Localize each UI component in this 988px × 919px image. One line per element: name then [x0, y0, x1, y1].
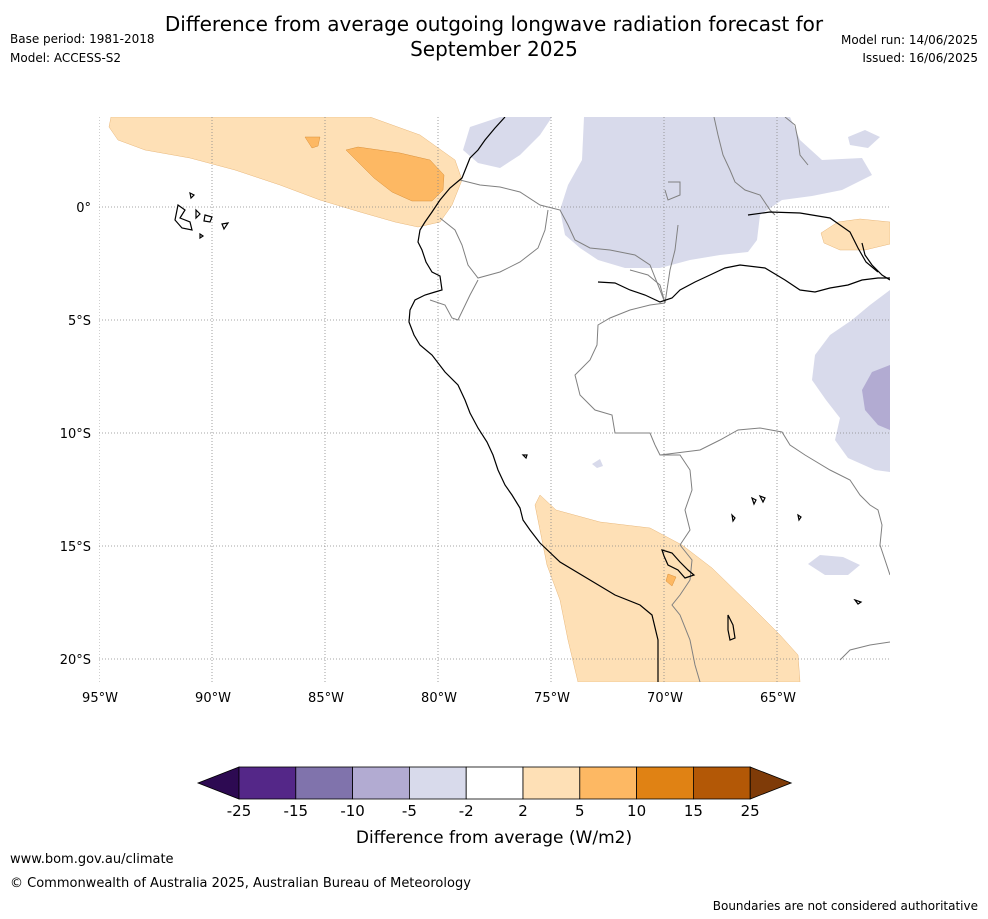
chart-title: Difference from average outgoing longwav…	[0, 12, 988, 62]
anomaly-fills	[108, 117, 890, 682]
lon-label-75w: 75°W	[534, 691, 570, 706]
coast-islands-6	[189, 191, 196, 200]
legend-tick-label: -2	[459, 802, 474, 820]
legend-tick-label: 15	[684, 802, 703, 820]
lake-titicaca	[661, 549, 696, 579]
coast-islands-1	[174, 203, 193, 231]
anomaly-negative-south	[808, 555, 860, 575]
country-borders	[429, 117, 890, 682]
coast-caribbean-1	[861, 242, 890, 281]
footer-copyright: © Commonwealth of Australia 2025, Austra…	[10, 876, 471, 891]
anomaly-negative-peru-small	[592, 459, 603, 468]
legend-tick-label: -15	[284, 802, 309, 820]
lat-label-0: 0°	[76, 201, 91, 216]
coast-islands-2	[195, 208, 201, 220]
lon-label-95w: 95°W	[82, 691, 118, 706]
legend-tick-label: -5	[402, 802, 417, 820]
lat-label-10s: 10°S	[60, 427, 91, 442]
anomaly-positive-andes	[534, 494, 801, 682]
coast-pacific	[408, 117, 659, 682]
legend-tick-label: 2	[518, 802, 528, 820]
legend-title: Difference from average (W/m2)	[356, 828, 632, 848]
title-line-2: September 2025	[410, 37, 578, 61]
anomaly-negative-brazil	[812, 290, 890, 472]
coast-lake-poopo	[727, 614, 736, 641]
graticule	[99, 117, 890, 682]
legend-swatch	[693, 766, 751, 800]
color-legend: -25 -15 -10 -5 -2 2 5 10 15 25 Difference from av…	[196, 766, 793, 848]
legend-tick-label: 25	[741, 802, 760, 820]
legend-swatch	[352, 766, 410, 800]
legend-tick-label: 5	[575, 802, 585, 820]
legend-tick-label: -10	[340, 802, 365, 820]
lat-label-5s: 5°S	[68, 314, 91, 329]
legend-swatch	[408, 766, 467, 800]
legend-swatch	[579, 766, 637, 800]
coast-north-rivers	[747, 211, 879, 273]
anomaly-negative-caribbean	[463, 117, 552, 168]
lat-label-20s: 20°S	[60, 653, 91, 668]
legend-swatch	[238, 766, 297, 800]
anomaly-negative-north-small	[848, 130, 880, 148]
anomaly-negative-brazil-core	[862, 365, 890, 430]
coast-small-2	[853, 598, 863, 605]
anomaly-positive-pacific	[108, 117, 463, 228]
legend-tick-label: -25	[227, 802, 252, 820]
anomaly-positive-amazon	[820, 218, 890, 251]
longitude-labels: 95°W 90°W 85°W 80°W 75°W 70°W 65°W	[82, 691, 796, 706]
coast-amazon-river	[597, 264, 890, 303]
lon-label-80w: 80°W	[421, 691, 457, 706]
anomaly-negative-venezuela	[560, 117, 872, 268]
coast-islands-5	[199, 232, 205, 240]
anomaly-positive-pacific-small	[304, 136, 321, 149]
lat-label-15s: 15°S	[60, 540, 91, 555]
title-line-1: Difference from average outgoing longwav…	[164, 12, 824, 36]
coast-islands-4	[221, 222, 230, 231]
lon-label-90w: 90°W	[195, 691, 231, 706]
footer-url: www.bom.gov.au/climate	[10, 852, 174, 867]
legend-ticks: -25 -15 -10 -5 -2 2 5 10 15 25	[227, 802, 760, 820]
model-label: Model: ACCESS-S2	[10, 51, 122, 65]
map-area	[99, 117, 890, 682]
latitude-labels: 0° 5°S 10°S 15°S 20°S	[60, 201, 91, 668]
legend-swatch	[295, 766, 353, 800]
issued-label: Issued: 16/06/2025	[862, 51, 978, 65]
legend-swatch	[636, 766, 694, 800]
coast-small-lakes	[731, 494, 802, 523]
legend-tick-label: 10	[627, 802, 646, 820]
lon-label-70w: 70°W	[647, 691, 683, 706]
anomaly-positive-pacific-core	[345, 146, 445, 202]
base-period-label: Base period: 1981-2018	[10, 32, 155, 46]
lon-label-85w: 85°W	[308, 691, 344, 706]
legend-swatches	[196, 766, 793, 800]
coastlines	[174, 117, 890, 682]
anomaly-positive-andes-small	[665, 573, 677, 587]
legend-extend-max	[749, 766, 793, 800]
footer-note: Boundaries are not considered authoritat…	[712, 899, 978, 913]
coast-small-3	[521, 454, 528, 460]
legend-swatch	[465, 766, 524, 800]
legend-extend-min	[196, 766, 240, 800]
model-run-label: Model run: 14/06/2025	[840, 33, 978, 47]
coast-islands-3	[203, 214, 213, 223]
lon-label-65w: 65°W	[760, 691, 796, 706]
legend-swatch	[522, 766, 581, 800]
